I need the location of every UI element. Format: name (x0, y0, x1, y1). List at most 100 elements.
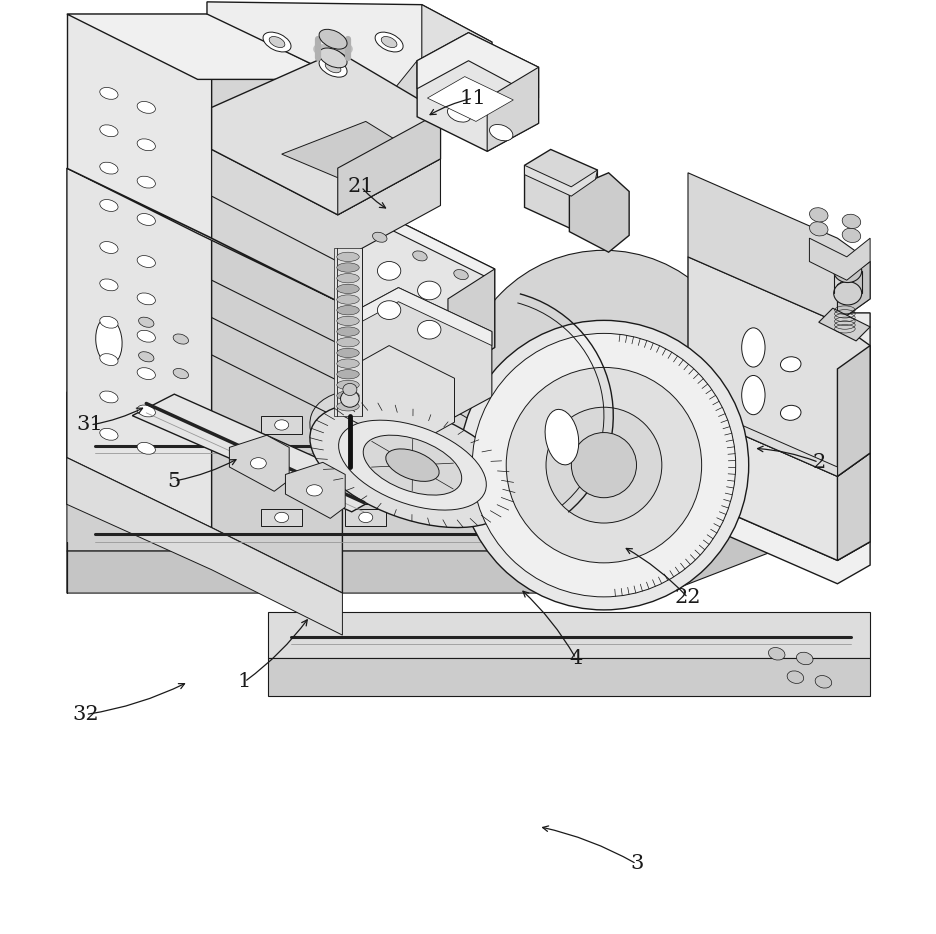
Ellipse shape (336, 370, 358, 379)
Ellipse shape (814, 675, 831, 688)
Polygon shape (66, 425, 870, 551)
Ellipse shape (99, 200, 118, 211)
Polygon shape (261, 416, 302, 434)
Ellipse shape (571, 432, 636, 498)
Polygon shape (342, 346, 454, 448)
Ellipse shape (99, 88, 118, 99)
Ellipse shape (340, 390, 358, 407)
Polygon shape (229, 435, 289, 491)
Ellipse shape (741, 328, 764, 367)
Polygon shape (687, 411, 870, 560)
Ellipse shape (336, 262, 358, 272)
Ellipse shape (139, 318, 154, 327)
Ellipse shape (833, 282, 861, 304)
Ellipse shape (336, 317, 358, 326)
Polygon shape (344, 416, 386, 434)
Polygon shape (66, 472, 870, 593)
Ellipse shape (472, 333, 735, 597)
Polygon shape (337, 112, 440, 215)
Ellipse shape (310, 403, 515, 528)
Ellipse shape (358, 419, 373, 430)
Polygon shape (687, 257, 870, 476)
Ellipse shape (489, 124, 512, 141)
Ellipse shape (173, 369, 188, 378)
Ellipse shape (417, 281, 441, 300)
Text: 5: 5 (168, 472, 181, 490)
Polygon shape (285, 462, 344, 518)
Ellipse shape (319, 57, 346, 78)
Ellipse shape (338, 420, 486, 510)
Polygon shape (66, 458, 342, 635)
Ellipse shape (545, 409, 578, 465)
Polygon shape (687, 495, 870, 584)
Ellipse shape (833, 259, 861, 282)
Polygon shape (66, 378, 870, 504)
Ellipse shape (137, 331, 155, 342)
Text: 2: 2 (812, 453, 825, 472)
Ellipse shape (310, 389, 515, 514)
Ellipse shape (377, 301, 401, 319)
Polygon shape (569, 173, 628, 252)
Ellipse shape (780, 405, 800, 420)
Ellipse shape (137, 177, 155, 188)
Polygon shape (337, 61, 417, 215)
Polygon shape (66, 313, 870, 458)
Ellipse shape (336, 348, 358, 358)
Polygon shape (818, 308, 870, 341)
Ellipse shape (137, 293, 155, 304)
Polygon shape (837, 453, 870, 560)
Ellipse shape (274, 512, 288, 522)
Ellipse shape (137, 368, 155, 379)
Ellipse shape (374, 32, 402, 52)
Polygon shape (524, 165, 597, 196)
Text: 32: 32 (72, 705, 99, 724)
Polygon shape (212, 238, 342, 593)
Ellipse shape (741, 375, 764, 415)
Ellipse shape (99, 317, 118, 328)
Polygon shape (417, 33, 538, 151)
Polygon shape (333, 248, 361, 416)
Text: 3: 3 (629, 855, 643, 873)
Ellipse shape (368, 340, 382, 351)
Ellipse shape (363, 435, 461, 495)
Text: 22: 22 (674, 588, 700, 607)
Ellipse shape (507, 382, 521, 393)
Polygon shape (261, 509, 302, 526)
Ellipse shape (459, 250, 748, 540)
Ellipse shape (780, 357, 800, 372)
Polygon shape (268, 612, 870, 658)
Ellipse shape (809, 207, 827, 222)
Ellipse shape (137, 256, 155, 267)
Ellipse shape (417, 320, 441, 339)
Polygon shape (340, 217, 494, 280)
Ellipse shape (336, 295, 358, 304)
Text: 11: 11 (460, 89, 486, 107)
Ellipse shape (841, 228, 860, 243)
Polygon shape (132, 394, 389, 512)
Ellipse shape (841, 214, 860, 229)
Polygon shape (66, 168, 212, 528)
Polygon shape (421, 5, 491, 117)
Ellipse shape (139, 352, 154, 361)
Ellipse shape (336, 284, 358, 293)
Ellipse shape (99, 125, 118, 136)
Polygon shape (66, 168, 342, 304)
Polygon shape (66, 14, 212, 238)
Ellipse shape (99, 242, 118, 253)
Ellipse shape (796, 652, 812, 665)
Ellipse shape (415, 354, 429, 365)
Ellipse shape (336, 337, 358, 347)
Polygon shape (837, 262, 870, 322)
Ellipse shape (546, 407, 661, 523)
Ellipse shape (358, 512, 373, 522)
Ellipse shape (319, 48, 346, 68)
Polygon shape (207, 2, 491, 117)
Ellipse shape (386, 449, 439, 481)
Polygon shape (427, 77, 513, 121)
Polygon shape (212, 51, 440, 215)
Polygon shape (351, 288, 491, 422)
Ellipse shape (768, 647, 784, 660)
Ellipse shape (461, 368, 475, 379)
Ellipse shape (306, 485, 322, 496)
Ellipse shape (336, 305, 358, 315)
